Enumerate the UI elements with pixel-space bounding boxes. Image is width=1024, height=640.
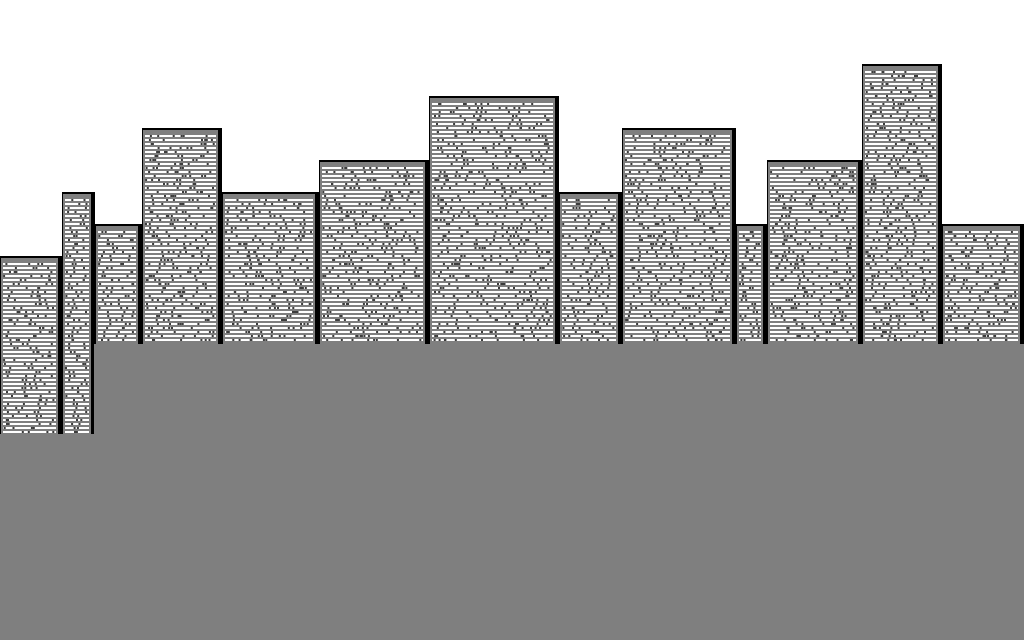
building	[222, 192, 319, 344]
building-windows	[322, 167, 423, 341]
building-windows	[65, 199, 89, 433]
ground-left	[0, 434, 94, 640]
building-windows	[770, 167, 856, 341]
building-windows	[145, 135, 216, 341]
buildings-layer	[0, 64, 1024, 434]
building	[429, 96, 559, 344]
building-windows	[865, 71, 936, 341]
building	[319, 160, 429, 344]
building	[95, 224, 142, 344]
building-windows	[739, 231, 761, 341]
building	[767, 160, 862, 344]
building	[862, 64, 942, 344]
building	[559, 192, 622, 344]
building-windows	[432, 103, 553, 341]
building	[142, 128, 222, 344]
building	[736, 224, 767, 344]
building	[622, 128, 736, 344]
ground	[94, 344, 1024, 640]
building	[942, 224, 1024, 344]
building	[62, 192, 95, 434]
building	[0, 256, 62, 434]
building-windows	[3, 263, 56, 433]
building-windows	[945, 231, 1018, 341]
building-face	[63, 194, 91, 434]
building-windows	[625, 135, 730, 341]
building-windows	[562, 199, 616, 341]
building-windows	[225, 199, 313, 341]
building-windows	[98, 231, 136, 341]
